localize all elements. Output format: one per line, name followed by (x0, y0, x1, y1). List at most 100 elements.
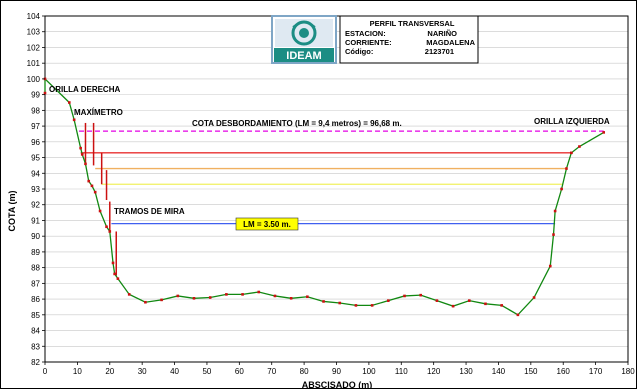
y-tick-label: 88 (31, 264, 40, 273)
profile-point (176, 294, 180, 298)
profile-point (273, 294, 277, 298)
profile-point (79, 146, 82, 150)
x-tick-label: 10 (73, 367, 82, 376)
station-info-box: PERFIL TRANSVERSAL ESTACION: NARIÑO CORR… (339, 15, 479, 64)
profile-point (467, 299, 471, 302)
profile-point (289, 297, 293, 300)
profile-point (500, 304, 503, 307)
y-tick-label: 82 (31, 358, 40, 367)
profile-point (84, 162, 87, 166)
x-tick-label: 140 (492, 367, 506, 376)
profile-point (484, 302, 487, 306)
profile-point (419, 293, 423, 297)
profile-point (552, 233, 555, 236)
x-tick-label: 70 (267, 367, 276, 376)
profile-line (44, 77, 605, 316)
profile-point (105, 225, 108, 229)
profile-point (108, 230, 112, 233)
y-tick-label: 89 (31, 248, 40, 257)
profile-point (111, 261, 115, 265)
y-axis-title: COTA (m) (7, 191, 17, 232)
info-code-label: Código: (345, 47, 373, 56)
profile-point (192, 297, 196, 300)
x-tick-label: 150 (524, 367, 538, 376)
y-tick-label: 93 (31, 185, 40, 194)
y-tick-label: 98 (31, 106, 40, 115)
x-tick-label: 30 (138, 367, 147, 376)
x-tick-label: 50 (202, 367, 211, 376)
profile-point (225, 293, 228, 296)
logo-text: IDEAM (286, 50, 321, 62)
y-tick-label: 96 (31, 138, 40, 147)
profile-point (354, 304, 358, 307)
profile-point (90, 184, 94, 188)
profile-point (93, 190, 97, 194)
info-station-label: ESTACION: (345, 29, 386, 38)
profile-point (370, 304, 374, 307)
info-river-label: CORRIENTE: (345, 38, 392, 47)
profile-point (602, 131, 606, 134)
x-tick-label: 160 (557, 367, 571, 376)
x-tick-label: 180 (621, 367, 635, 376)
profile-point (338, 301, 342, 305)
y-tick-label: 99 (31, 91, 40, 100)
staff-gauges (84, 122, 118, 276)
profile-point (532, 296, 536, 299)
x-tick-label: 130 (459, 367, 473, 376)
x-tick-label: 60 (235, 367, 244, 376)
x-tick-label: 100 (362, 367, 376, 376)
profile-point (144, 300, 147, 304)
profile-series (43, 77, 606, 317)
profile-point (578, 145, 581, 148)
profile-point (257, 290, 261, 294)
ideam-logo: IDEAM (271, 15, 337, 64)
info-station-value: NARIÑO (427, 29, 457, 38)
profile-point (113, 272, 116, 276)
y-tick-label: 103 (27, 28, 41, 37)
lm-value-box (235, 217, 299, 231)
info-river-value: MAGDALENA (426, 38, 475, 47)
axis-ticks: 8283848586878889909192939495969798991001… (27, 12, 636, 376)
profile-point (80, 153, 84, 156)
x-tick-label: 90 (332, 367, 341, 376)
y-tick-label: 102 (27, 43, 41, 52)
profile-point (565, 167, 568, 170)
profile-point (403, 294, 406, 298)
profile-point (241, 293, 244, 296)
y-tick-label: 85 (31, 311, 40, 320)
y-tick-label: 95 (31, 154, 40, 163)
y-tick-label: 83 (31, 342, 40, 351)
level-lines (79, 130, 604, 225)
x-tick-label: 40 (170, 367, 179, 376)
x-tick-label: 170 (589, 367, 603, 376)
grid-lines (45, 15, 628, 363)
y-tick-label: 84 (31, 327, 40, 336)
profile-point (516, 313, 520, 317)
profile-point (208, 296, 212, 299)
right-bank-label: ORILLA DERECHA (49, 85, 120, 94)
profile-point (387, 299, 390, 302)
profile-point (67, 101, 71, 104)
info-title: PERFIL TRANSVERSAL (370, 19, 455, 28)
x-tick-label: 110 (395, 367, 408, 376)
profile-point (43, 91, 47, 95)
staff-sections-label: TRAMOS DE MIRA (114, 207, 185, 216)
y-tick-label: 87 (31, 279, 40, 288)
y-tick-label: 91 (31, 216, 40, 225)
left-bank-label: ORILLA IZQUIERDA (534, 117, 610, 126)
info-code-value: 2123701 (425, 47, 454, 56)
profile-point (322, 300, 325, 303)
x-tick-label: 120 (427, 367, 441, 376)
x-tick-label: 20 (105, 367, 114, 376)
y-tick-label: 86 (31, 295, 40, 304)
max-gauge-label: MAXÍMETRO (74, 108, 123, 117)
profile-point (116, 277, 120, 280)
y-tick-label: 94 (31, 169, 40, 178)
profile-point (570, 151, 573, 155)
y-tick-label: 100 (27, 75, 41, 84)
profile-point (451, 304, 455, 308)
y-tick-label: 97 (31, 122, 40, 131)
profile-point (127, 293, 131, 296)
x-tick-label: 80 (300, 367, 309, 376)
